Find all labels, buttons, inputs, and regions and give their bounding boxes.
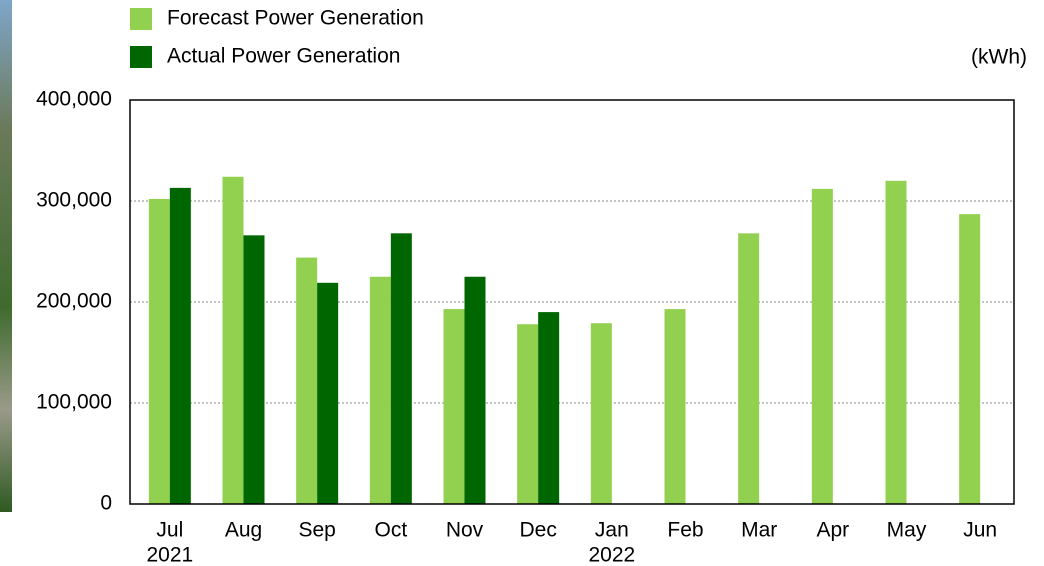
- legend-swatch: [130, 46, 152, 68]
- bar: [391, 233, 412, 504]
- x-tick-label: Apr: [816, 519, 849, 542]
- bar: [296, 258, 317, 504]
- x-year-label: 2021: [146, 544, 193, 566]
- bar: [812, 189, 833, 504]
- bar: [665, 309, 686, 504]
- y-tick-label: 100,000: [36, 391, 112, 414]
- bar: [244, 235, 265, 504]
- bar: [886, 181, 907, 504]
- bar: [738, 233, 759, 504]
- x-tick-label: Jun: [963, 519, 997, 542]
- bar: [538, 312, 559, 504]
- unit-label: (kWh): [971, 46, 1027, 69]
- bar: [959, 214, 980, 504]
- legend-label: Forecast Power Generation: [167, 7, 424, 30]
- bar: [170, 188, 191, 504]
- bar: [517, 324, 538, 504]
- x-tick-label: Dec: [519, 519, 556, 542]
- y-tick-label: 400,000: [36, 88, 112, 111]
- x-year-label: 2022: [588, 544, 635, 566]
- bar: [370, 277, 391, 504]
- x-tick-label: Jan: [595, 519, 629, 542]
- bar: [444, 309, 465, 504]
- x-tick-label: Nov: [446, 519, 484, 542]
- bar: [223, 177, 244, 504]
- x-tick-label: Sep: [298, 519, 335, 542]
- x-tick-label: Feb: [667, 519, 703, 542]
- y-tick-label: 200,000: [36, 290, 112, 313]
- legend-swatch: [130, 8, 152, 30]
- background-photo-strip: [0, 0, 12, 512]
- y-tick-label: 0: [100, 492, 112, 515]
- x-tick-label: Oct: [374, 519, 407, 542]
- x-tick-label: Aug: [225, 519, 262, 542]
- legend-label: Actual Power Generation: [167, 45, 400, 68]
- chart: (kWh) 0 100,000 200,000 300,000 400,000 Forec…: [0, 0, 1044, 566]
- bar: [465, 277, 486, 504]
- bar: [149, 199, 170, 504]
- bar: [317, 283, 338, 504]
- x-tick-label: Mar: [741, 519, 777, 542]
- bar: [591, 323, 612, 504]
- y-tick-label: 300,000: [36, 189, 112, 212]
- x-tick-label: Jul: [156, 519, 183, 542]
- x-tick-label: May: [887, 519, 927, 542]
